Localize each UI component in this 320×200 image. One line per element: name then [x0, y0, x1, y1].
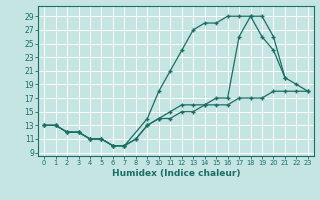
X-axis label: Humidex (Indice chaleur): Humidex (Indice chaleur): [112, 169, 240, 178]
